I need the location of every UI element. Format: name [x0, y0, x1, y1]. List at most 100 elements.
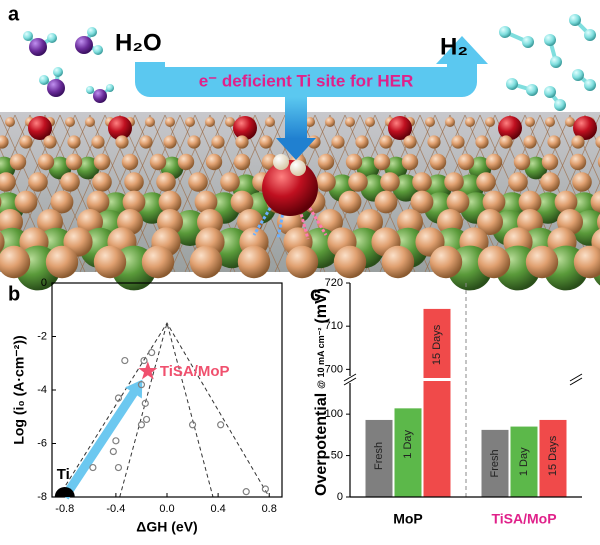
p-atom [115, 135, 129, 149]
bar-label: 15 Days [547, 435, 559, 476]
p-atom [145, 117, 155, 127]
data-point [54, 487, 75, 497]
p-atom [508, 172, 528, 192]
p-atom [333, 245, 367, 279]
axis-break-bg [344, 376, 356, 383]
y-tick-label: -4 [37, 384, 47, 396]
h-atom [290, 160, 306, 176]
hydrogen [550, 56, 562, 68]
data-point [141, 399, 149, 407]
axis-break-bg [570, 376, 582, 383]
p-atom [205, 153, 223, 171]
p-atom [92, 172, 112, 192]
bar [481, 429, 509, 497]
axis-break [343, 377, 357, 386]
p-atom [67, 135, 81, 149]
data-point [188, 421, 197, 429]
x-tick-label: 0.8 [262, 503, 277, 515]
lattice [0, 114, 600, 291]
p-atom [499, 135, 513, 149]
p-atom [185, 117, 195, 127]
hydrogen [87, 27, 97, 37]
p-atom [122, 190, 146, 214]
p-atom [485, 117, 495, 127]
mo-atom [76, 156, 100, 180]
p-atom [547, 135, 561, 149]
bar [365, 419, 393, 497]
y-axis-label: Overpotential @ 10 mA cm⁻² (mV) [313, 288, 330, 496]
y-tick-label: 50 [331, 449, 343, 461]
p-atom [597, 213, 600, 231]
p-atom [429, 153, 447, 171]
hydrogen [584, 79, 596, 91]
ti-atom [498, 116, 522, 140]
p-atom [316, 172, 336, 192]
p-atom [265, 117, 275, 127]
p-atom [93, 153, 111, 171]
caption: e⁻ deficient Ti site for HER [199, 71, 414, 90]
p-atom [525, 117, 535, 127]
p-atom [9, 153, 27, 171]
hydrogen [86, 86, 94, 94]
x-tick-label: 0.0 [159, 503, 174, 515]
p-atom [237, 245, 271, 279]
y-axis-label-unit: (mV) [313, 288, 330, 324]
volcano-line [57, 322, 270, 498]
p-atom [465, 117, 475, 127]
p-atom [477, 209, 503, 235]
data-point [137, 381, 146, 389]
axis-break [569, 377, 583, 386]
p-atom [355, 135, 369, 149]
bar [510, 426, 538, 497]
ti-atom [573, 116, 597, 140]
p-atom [156, 172, 176, 192]
y-tick-label: 700 [325, 363, 343, 375]
data-point [138, 361, 158, 380]
p-atom [0, 172, 16, 192]
hydrogen [554, 99, 566, 111]
y-tick-label: 0 [337, 491, 343, 503]
p-atom [348, 172, 368, 192]
y-tick-label: 0 [41, 277, 47, 289]
p-atom [124, 172, 144, 192]
p-atom [565, 117, 575, 127]
p-atom [572, 172, 592, 192]
p-atom [45, 245, 79, 279]
p-atom [540, 172, 560, 192]
p-atom [513, 153, 531, 171]
hydrogen [569, 14, 581, 26]
bar-label: Fresh [373, 442, 385, 470]
panel-label: a [8, 3, 20, 25]
hydrogen [39, 75, 49, 85]
p-atom [28, 172, 48, 192]
data-point [217, 421, 225, 429]
p-atom [401, 153, 419, 171]
point-label: TiSA/MoP [160, 363, 230, 380]
x-tick-label: -0.8 [55, 503, 74, 515]
p-atom [525, 245, 559, 279]
y-tick-label: -6 [37, 437, 47, 449]
bar-chart: c Overpotential @ 10 mA cm⁻² (mV) 0 50 100 700 7… [310, 277, 583, 527]
hydrogen [47, 33, 57, 43]
data-point [114, 463, 123, 472]
data-point [142, 415, 151, 424]
p-atom [91, 135, 105, 149]
p-atom [0, 245, 31, 279]
data-point [137, 421, 146, 429]
p-atom [425, 117, 435, 127]
axis-break [569, 373, 583, 382]
p-atom [139, 135, 153, 149]
x-tick-label: TiSA/MoP [491, 511, 556, 527]
p-atom [197, 209, 223, 235]
p-atom [365, 117, 375, 127]
p-atom [85, 117, 95, 127]
hydrogen [584, 29, 596, 41]
p-atom [345, 117, 355, 127]
h-atom [273, 154, 289, 170]
lattice-bond [0, 114, 31, 184]
p-atom [177, 153, 195, 171]
hydrogen [544, 86, 556, 98]
y-tick-label: -2 [37, 330, 47, 342]
p-atom [444, 172, 464, 192]
